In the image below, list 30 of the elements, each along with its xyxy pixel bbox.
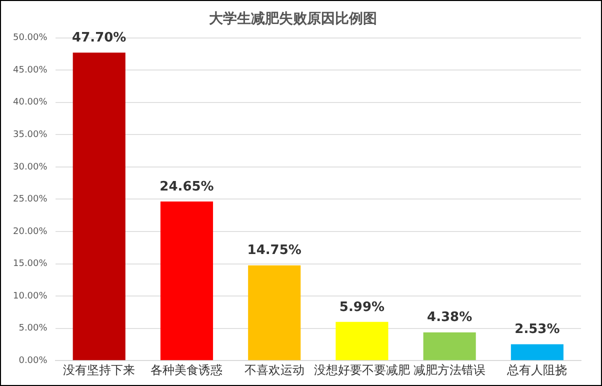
- y-tick-label: 30.00%: [12, 162, 48, 172]
- y-tick-label: 10.00%: [12, 291, 48, 302]
- data-label: 14.75%: [247, 243, 302, 258]
- x-tick-label: 各种美食诱惑: [150, 362, 223, 377]
- y-tick-label: 40.00%: [12, 98, 48, 108]
- data-label: 2.53%: [514, 322, 560, 338]
- y-tick-label: 25.00%: [12, 194, 48, 205]
- y-tick-label: 35.00%: [12, 130, 48, 140]
- data-label: 5.99%: [339, 300, 385, 315]
- data-label: 24.65%: [160, 179, 214, 194]
- x-tick-label: 没想好要不要减肥: [314, 362, 410, 377]
- y-tick-label: 20.00%: [12, 226, 48, 237]
- bar: [336, 322, 388, 360]
- x-tick-label: 减肥方法错误: [414, 362, 486, 377]
- y-tick-label: 50.00%: [12, 33, 48, 44]
- data-label: 47.70%: [72, 30, 126, 46]
- x-tick-label: 没有坚持下来: [63, 362, 136, 377]
- bar: [160, 201, 214, 360]
- y-tick-label: 15.00%: [12, 259, 48, 270]
- y-tick-label: 5.00%: [18, 324, 48, 334]
- chart-title: 大学生减肥失败原因比例图: [209, 11, 377, 28]
- bar: [248, 265, 301, 360]
- y-tick-label: 45.00%: [12, 65, 48, 76]
- data-label: 4.38%: [427, 310, 472, 326]
- x-tick-label: 总有人阻挠: [506, 362, 568, 377]
- bar: [72, 52, 126, 360]
- y-tick-label: 0.00%: [18, 356, 48, 366]
- bar: [510, 344, 564, 360]
- bar: [423, 332, 476, 360]
- x-tick-label: 不喜欢运动: [244, 362, 304, 377]
